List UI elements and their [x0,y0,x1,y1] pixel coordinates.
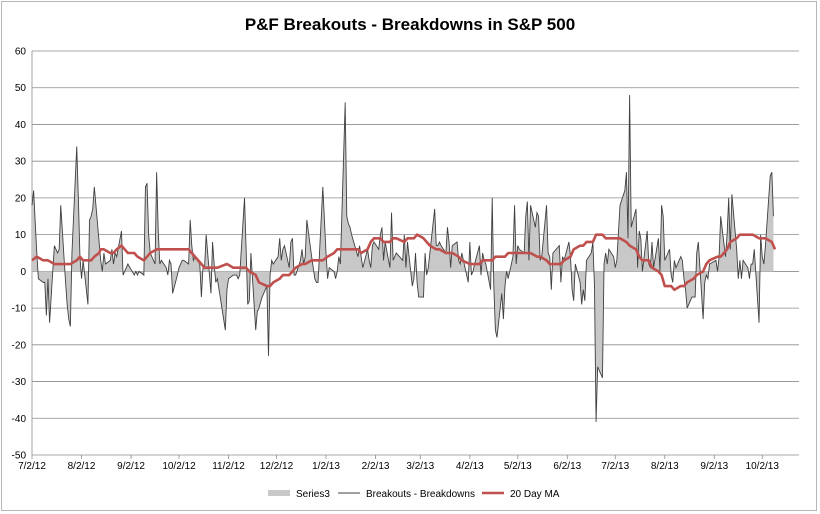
x-tick-label: 3/2/13 [406,461,434,472]
x-tick-label: 10/2/12 [162,461,196,472]
x-tick-label: 1/2/13 [312,461,340,472]
y-tick-label: 50 [15,83,27,94]
x-tick-label: 7/2/13 [601,461,629,472]
x-tick-label: 9/2/13 [700,461,728,472]
chart-title: P&F Breakouts - Breakdowns in S&P 500 [245,15,575,34]
x-tick-label: 8/2/12 [68,461,96,472]
legend-label-breakouts-breakdowns: Breakouts - Breakdowns [366,489,475,500]
x-axis: 7/2/12 8/2/12 9/2/12 10/2/12 11/2/12 12/2/12 1… [18,455,779,472]
y-tick-label: -40 [12,414,27,425]
legend-label-series3: Series3 [296,489,330,500]
y-tick-label: -30 [12,377,27,388]
y-tick-label: 60 [15,47,27,58]
x-tick-label: 8/2/13 [651,461,679,472]
x-tick-label: 4/2/13 [456,461,484,472]
series-layer [31,95,777,422]
x-tick-label: 10/2/13 [746,461,780,472]
y-tick-label: 10 [15,230,27,241]
y-tick-label: 0 [20,267,26,278]
x-tick-label: 7/2/12 [18,461,46,472]
series-line-20-day-ma [31,233,777,292]
series-area-series3 [32,95,774,422]
x-tick-label: 11/2/12 [212,461,245,472]
y-tick-label: 20 [15,193,27,204]
y-tick-label: 30 [15,157,27,168]
y-tick-label: 40 [15,120,27,131]
x-tick-label: 2/2/13 [362,461,390,472]
y-tick-label: -10 [12,304,27,315]
y-tick-label: -50 [12,451,27,462]
x-tick-label: 6/2/13 [553,461,581,472]
legend-swatch-series3 [268,490,290,496]
y-tick-label: -20 [12,340,27,351]
x-tick-label: 12/2/12 [260,461,294,472]
y-axis: -50 -40 -30 -20 -10 0 10 20 30 40 50 60 [12,47,33,462]
x-tick-label: 5/2/13 [504,461,532,472]
legend: Series3 Breakouts - Breakdowns 20 Day MA [268,489,560,500]
x-tick-label: 9/2/12 [117,461,145,472]
legend-label-20-day-ma: 20 Day MA [510,489,560,500]
